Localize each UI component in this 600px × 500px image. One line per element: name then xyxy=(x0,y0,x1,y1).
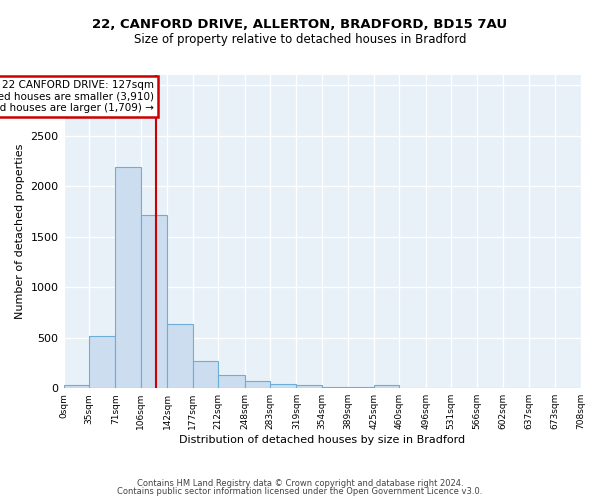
Bar xyxy=(193,362,218,388)
Text: Contains public sector information licensed under the Open Government Licence v3: Contains public sector information licen… xyxy=(118,487,482,496)
Text: Contains HM Land Registry data © Crown copyright and database right 2024.: Contains HM Land Registry data © Crown c… xyxy=(137,478,463,488)
Bar xyxy=(141,216,167,388)
Text: 22 CANFORD DRIVE: 127sqm
← 69% of detached houses are smaller (3,910)
30% of sem: 22 CANFORD DRIVE: 127sqm ← 69% of detach… xyxy=(0,80,154,114)
Y-axis label: Number of detached properties: Number of detached properties xyxy=(15,144,25,320)
Bar xyxy=(347,387,374,388)
Bar xyxy=(270,384,296,388)
Bar xyxy=(89,336,115,388)
Bar xyxy=(218,375,245,388)
Bar xyxy=(245,380,270,388)
Bar xyxy=(64,385,89,388)
Text: 22, CANFORD DRIVE, ALLERTON, BRADFORD, BD15 7AU: 22, CANFORD DRIVE, ALLERTON, BRADFORD, B… xyxy=(92,18,508,30)
Bar xyxy=(115,168,141,388)
Bar xyxy=(167,324,193,388)
X-axis label: Distribution of detached houses by size in Bradford: Distribution of detached houses by size … xyxy=(179,435,465,445)
Bar xyxy=(374,385,400,388)
Bar xyxy=(296,384,322,388)
Text: Size of property relative to detached houses in Bradford: Size of property relative to detached ho… xyxy=(134,32,466,46)
Bar xyxy=(322,386,347,388)
